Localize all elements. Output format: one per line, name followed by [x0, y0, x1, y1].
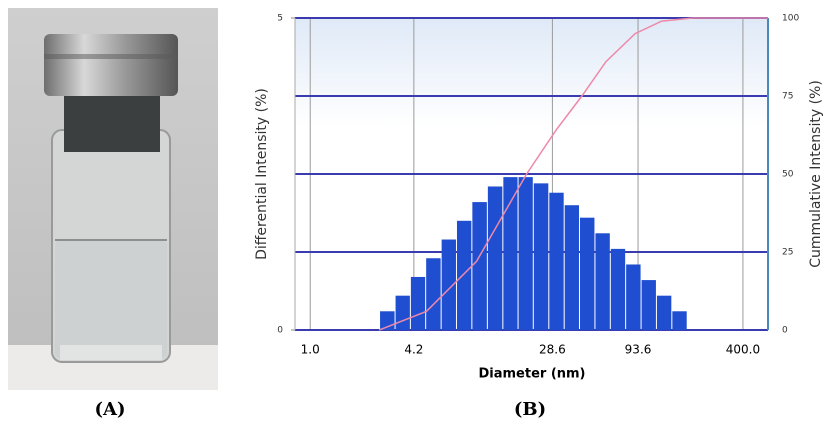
y2-tick-label: 50 — [782, 170, 794, 180]
x-tick-label: 1.0 — [301, 343, 320, 357]
y2-tick-label: 75 — [782, 92, 793, 102]
bar — [595, 233, 610, 330]
bar — [395, 295, 410, 330]
y2-tick-label: 100 — [782, 14, 799, 24]
bar — [564, 205, 579, 330]
cumulative-line — [378, 17, 768, 331]
bar — [487, 186, 503, 330]
bar — [503, 177, 518, 330]
bar — [626, 264, 641, 330]
x-tick-label: 93.6 — [625, 343, 652, 357]
y-axis-label: Differential Intensity (%) — [254, 88, 270, 260]
bar — [641, 280, 656, 330]
bar — [441, 239, 456, 330]
x-tick-label: 400.0 — [726, 343, 760, 357]
y2-tick-label: 0 — [782, 326, 788, 336]
y-tick-label: 5 — [277, 14, 283, 24]
panel-label: (B) — [514, 399, 546, 420]
vial-photo — [8, 8, 218, 390]
y-tick-label: 0 — [277, 326, 283, 336]
bar — [656, 295, 672, 330]
bar — [518, 177, 533, 330]
bar — [672, 311, 687, 330]
x-axis-label: Diameter (nm) — [478, 367, 585, 382]
bar — [610, 248, 626, 330]
y2-tick-label: 25 — [782, 248, 793, 258]
bar — [472, 202, 487, 330]
bar — [549, 192, 564, 330]
y2-axis-label: Cummulative Intensity (%) — [808, 80, 824, 268]
x-tick-label: 28.6 — [539, 343, 566, 357]
bar — [579, 217, 595, 330]
bar — [533, 183, 549, 330]
panel-label: (A) — [95, 399, 126, 420]
bar — [456, 220, 472, 330]
bar — [426, 258, 441, 330]
bar — [410, 276, 426, 330]
x-tick-label: 4.2 — [404, 343, 423, 357]
